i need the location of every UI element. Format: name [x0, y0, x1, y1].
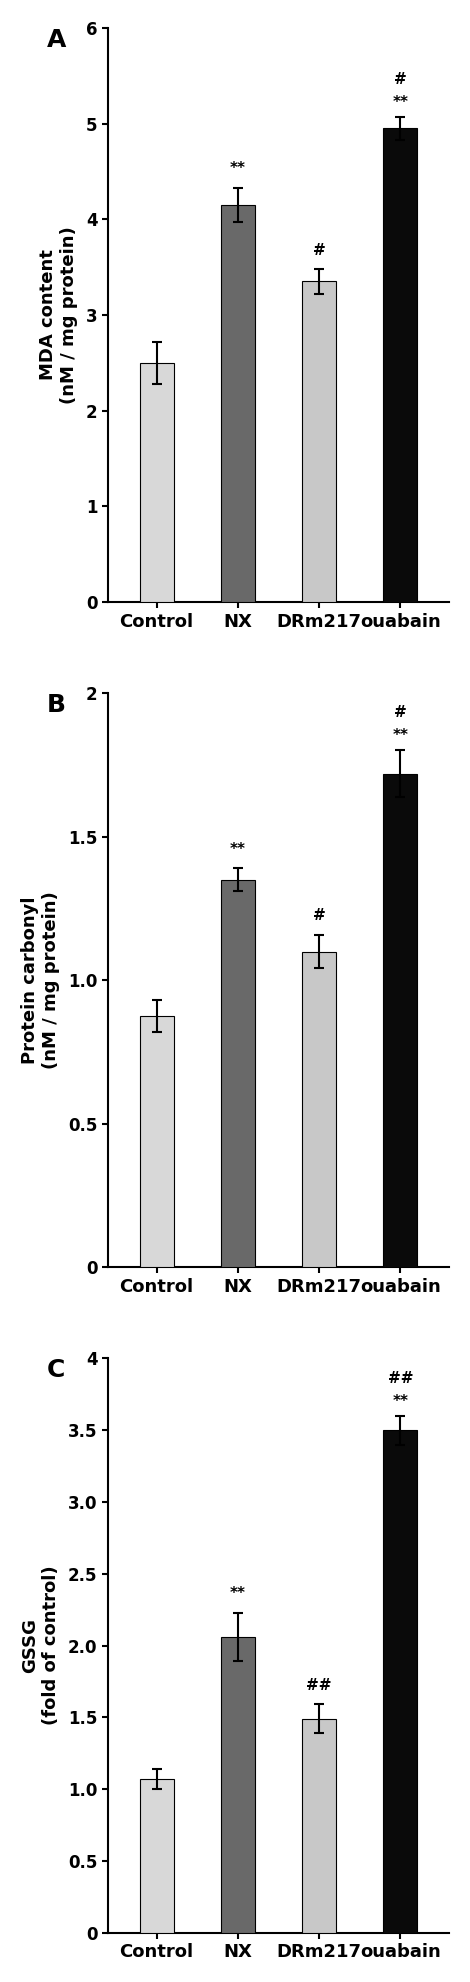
Bar [140, 1017, 174, 1266]
Bar [221, 880, 255, 1266]
Bar [384, 129, 417, 603]
Text: **: ** [230, 842, 246, 856]
Text: ##: ## [306, 1679, 332, 1693]
Y-axis label: Protein carbonyl
(nM / mg protein): Protein carbonyl (nM / mg protein) [21, 892, 60, 1068]
Bar [221, 1637, 255, 1932]
Bar [302, 1718, 336, 1932]
Text: A: A [47, 28, 66, 52]
Text: C: C [47, 1358, 65, 1381]
Bar [140, 1780, 174, 1932]
Bar [384, 1431, 417, 1932]
Text: **: ** [230, 161, 246, 176]
Text: ##: ## [388, 1372, 413, 1385]
Bar [384, 773, 417, 1266]
Text: B: B [47, 694, 65, 717]
Y-axis label: GSSG
(fold of control): GSSG (fold of control) [21, 1566, 60, 1726]
Text: **: ** [392, 1393, 408, 1409]
Text: **: ** [392, 95, 408, 109]
Bar [302, 951, 336, 1266]
Bar [221, 204, 255, 603]
Y-axis label: MDA content
(nM / mg protein): MDA content (nM / mg protein) [39, 226, 78, 404]
Text: #: # [313, 242, 326, 258]
Text: #: # [313, 908, 326, 924]
Bar [140, 363, 174, 603]
Text: **: ** [392, 727, 408, 743]
Bar [302, 281, 336, 603]
Text: #: # [394, 706, 407, 719]
Text: #: # [394, 71, 407, 87]
Text: **: ** [230, 1586, 246, 1601]
